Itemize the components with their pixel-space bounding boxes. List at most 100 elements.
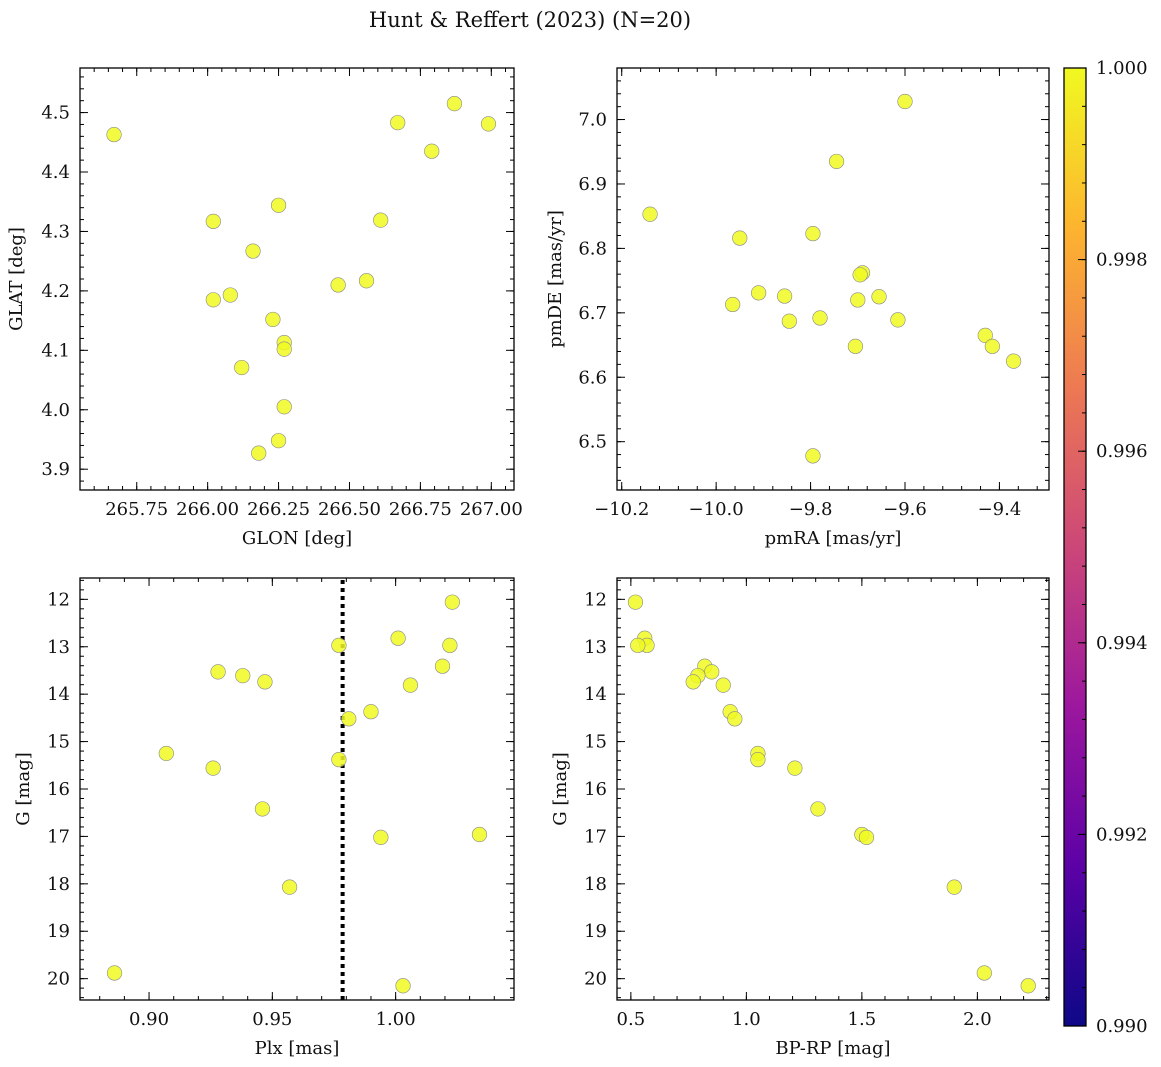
scatter-point [685, 674, 701, 690]
scatter-point [390, 630, 406, 646]
scatter-point [642, 206, 658, 222]
scatter-point [205, 760, 221, 776]
y-tick-label: 4.4 [41, 162, 70, 183]
panel-plx-g: 0.90 0.95 1.00 12 13 14 15 16 17 18 19 20 Plx [mas]… [13, 577, 515, 1059]
scatter-point [858, 829, 875, 845]
scatter-point [444, 594, 460, 610]
colorbar-tick-label: 0.998 [1096, 250, 1148, 271]
y-tick-label: 4.0 [41, 400, 70, 421]
scatter-point [373, 212, 389, 228]
scatter-point [897, 93, 913, 110]
y-tick-label: 3.9 [41, 459, 70, 480]
scatter-point [946, 879, 962, 895]
y-tick-label: 17 [584, 826, 607, 847]
scatter-point [725, 296, 741, 313]
y-tick-label: 15 [584, 732, 607, 753]
panel-plx-g-plot-area: 0.90 0.95 1.00 12 13 14 15 16 17 18 19 20 [47, 577, 515, 1030]
scatter-point [251, 445, 267, 461]
x-tick-label: 267.00 [460, 499, 523, 520]
y-tick-label: 20 [47, 969, 70, 990]
y-tick-label: 13 [584, 637, 607, 658]
scatter-point [727, 711, 743, 727]
scatter-point [222, 287, 238, 303]
panel-plx-g-xlabel: Plx [mas] [255, 1038, 340, 1059]
y-tick-label: 4.1 [41, 340, 70, 361]
x-tick-label: 266.75 [389, 499, 452, 520]
x-tick-label: 0.95 [252, 1009, 292, 1030]
scatter-point [331, 752, 347, 768]
axes-frame [79, 67, 515, 491]
scatter-point [265, 311, 281, 328]
scatter-point [424, 143, 440, 159]
panel-pm-plot-area: −10.2 −10.0 −9.8 −9.6 −9.4 6.5 6.6 6.7 6.8 6.9 7.0 [578, 67, 1050, 520]
scatter-point [373, 829, 389, 845]
panel-cmd-ylabel: G [mag] [550, 752, 571, 825]
x-tick-label: −9.6 [883, 499, 927, 520]
x-tick-label: −9.8 [789, 499, 833, 520]
scatter-point [446, 96, 463, 112]
scatter-point [205, 292, 221, 308]
scatter-point [442, 637, 458, 653]
y-tick-label: 7.0 [578, 110, 607, 131]
y-tick-label: 6.5 [578, 432, 607, 453]
scatter-point [205, 213, 221, 229]
scatter-point [341, 711, 357, 727]
x-tick-label: −10.0 [689, 499, 744, 520]
scatter-point [984, 338, 1000, 354]
scatter-point [977, 327, 993, 343]
scatter-point [890, 312, 906, 328]
colorbar-frame [1063, 67, 1087, 1027]
scatter-point [630, 637, 646, 653]
colorbar-tick-label: 0.992 [1096, 824, 1148, 845]
scatter-point [358, 273, 375, 289]
y-tick-label: 12 [584, 589, 607, 610]
x-tick-label: 1.5 [848, 1009, 877, 1030]
scatter-point [254, 801, 271, 817]
x-tick-label: 1.00 [376, 1009, 416, 1030]
scatter-point [330, 277, 346, 293]
scatter-point [777, 288, 793, 304]
y-tick-label: 6.6 [578, 367, 607, 388]
scatter-point [471, 826, 488, 843]
panel-pm: −10.2 −10.0 −9.8 −9.6 −9.4 6.5 6.6 6.7 6.8 6.9 7.0… [545, 67, 1050, 549]
y-tick-label: 18 [47, 874, 70, 895]
y-tick-label: 19 [47, 921, 70, 942]
y-tick-label: 6.9 [578, 174, 607, 195]
axes-frame [616, 67, 1050, 491]
scatter-point [331, 637, 347, 653]
x-tick-label: 1.0 [732, 1009, 761, 1030]
y-tick-label: 6.8 [578, 238, 607, 259]
y-tick-label: 14 [47, 684, 70, 705]
scatter-point [395, 978, 411, 994]
figure-title: Hunt & Reffert (2023) (N=20) [369, 8, 691, 32]
colorbar-tick-label: 0.996 [1096, 441, 1148, 462]
y-tick-label: 4.3 [41, 221, 70, 242]
scatter-point [434, 658, 451, 674]
x-tick-label: −9.4 [978, 499, 1022, 520]
scatter-point [812, 310, 828, 326]
y-tick-label: 4.2 [41, 281, 70, 302]
x-tick-label: 0.5 [617, 1009, 646, 1030]
scatter-point [787, 760, 803, 776]
scatter-point [402, 677, 419, 693]
scatter-point [781, 313, 797, 329]
scatter-point [850, 292, 866, 308]
scatter-point [871, 289, 887, 305]
scatter-point [805, 225, 821, 242]
scatter-point [732, 230, 748, 246]
y-tick-label: 18 [584, 874, 607, 895]
scatter-point [245, 243, 261, 259]
panel-cmd-xlabel: BP-RP [mag] [775, 1038, 890, 1059]
scatter-point [704, 664, 720, 680]
x-tick-label: 266.50 [318, 499, 381, 520]
scatter-point [106, 126, 122, 143]
x-tick-label: 266.00 [176, 499, 239, 520]
y-tick-label: 13 [47, 637, 70, 658]
x-tick-label: 266.25 [247, 499, 310, 520]
scatter-point [480, 116, 497, 132]
scatter-point [805, 448, 821, 464]
colorbar: 0.990 0.992 0.994 0.996 0.998 1.000 [1063, 58, 1148, 1037]
scatter-point [276, 399, 292, 415]
panel-glon-glat-xlabel: GLON [deg] [242, 528, 352, 549]
